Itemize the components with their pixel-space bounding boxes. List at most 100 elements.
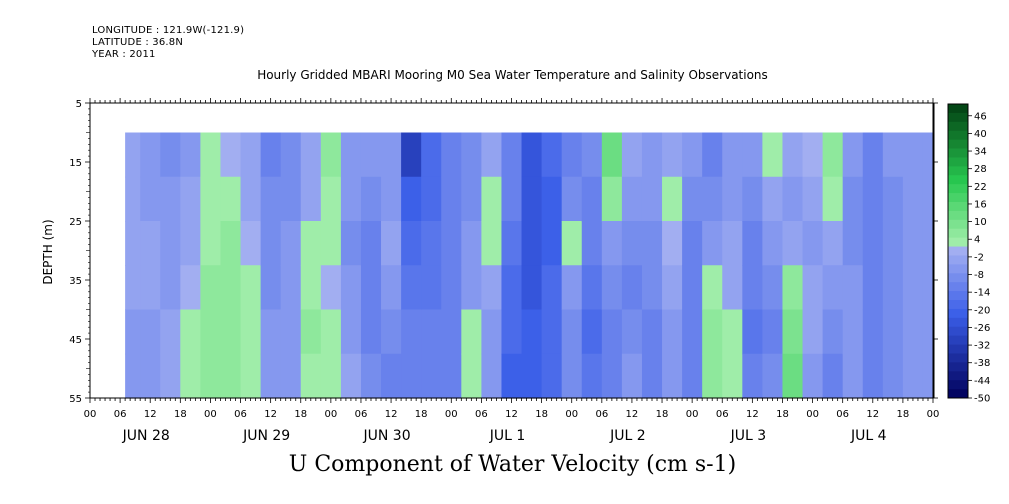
heatmap-cell	[662, 132, 683, 178]
heatmap-cell	[300, 132, 322, 178]
heatmap-cell	[340, 176, 362, 222]
heatmap-cell	[682, 309, 703, 355]
heatmap-cell	[381, 309, 402, 355]
heatmap-cell	[842, 221, 864, 266]
y-axis-label: DEPTH (m)	[41, 219, 55, 284]
heatmap-cell	[802, 265, 824, 311]
heatmap-cell	[220, 221, 242, 266]
heatmap-cell	[682, 132, 703, 178]
heatmap-cell	[561, 353, 583, 399]
heatmap-cell	[381, 176, 402, 222]
x-tick-label: 00	[84, 409, 97, 420]
heatmap-cell	[260, 265, 282, 311]
heatmap-cell	[280, 221, 302, 266]
heatmap-cell	[140, 265, 161, 311]
x-tick-label: 00	[686, 409, 699, 420]
heatmap-cell	[360, 132, 382, 178]
heatmap-cell	[581, 309, 603, 355]
x-tick-label: 06	[475, 409, 488, 420]
heatmap-cell	[441, 309, 462, 355]
heatmap-cell	[320, 353, 342, 399]
heatmap-cell	[125, 353, 141, 399]
heatmap-cell	[641, 353, 663, 399]
heatmap-cell	[601, 265, 623, 311]
x-tick-label: 12	[144, 409, 157, 420]
day-label: JUN 28	[122, 428, 170, 444]
heatmap-cell	[822, 176, 844, 222]
heatmap-cell	[441, 176, 462, 222]
colorbar-swatch	[948, 291, 968, 301]
colorbar-swatch	[948, 157, 968, 167]
x-tick-label: 12	[264, 409, 277, 420]
heatmap-cell	[902, 176, 924, 222]
colorbar-frame	[947, 103, 969, 399]
heatmap-cell	[842, 176, 864, 222]
heatmap-cell	[621, 309, 643, 355]
heatmap-cell	[822, 265, 844, 311]
colorbar-swatch	[948, 317, 968, 328]
colorbar-swatch	[948, 237, 968, 247]
heatmap-cell	[461, 221, 482, 266]
day-label: JUL 1	[489, 428, 526, 444]
heatmap-cell	[481, 265, 503, 311]
heatmap-cell	[581, 132, 603, 178]
heatmap-cell	[260, 309, 282, 355]
heatmap-cell	[641, 309, 663, 355]
colorbar-swatch	[948, 112, 968, 123]
colorbar-swatch	[948, 228, 968, 239]
heatmap-cell	[862, 265, 884, 311]
colorbar-label: 22	[974, 182, 987, 193]
heatmap-cell	[782, 132, 804, 178]
heatmap-cell	[682, 221, 703, 266]
heatmap-cell	[340, 221, 362, 266]
axes-layer: 00 06 12 18 00 06 12 18 00 06 12 18 00 06 12 18 00 06 12 18…	[69, 98, 939, 444]
colorbar-label: 10	[974, 217, 987, 228]
colorbar-swatch	[948, 380, 968, 390]
heatmap-cell	[742, 265, 763, 311]
chart-title: Hourly Gridded MBARI Mooring M0 Sea Wate…	[257, 68, 768, 82]
heatmap-cell	[902, 221, 924, 266]
heatmap-cell	[125, 221, 141, 266]
heatmap-cell	[240, 132, 262, 178]
heatmap-cell	[481, 309, 503, 355]
x-tick-label: 18	[415, 409, 428, 420]
y-tick-label: 25	[69, 217, 82, 228]
heatmap-cell	[300, 309, 322, 355]
heatmap-cell	[401, 309, 422, 355]
colorbar-label: -20	[974, 305, 990, 316]
heatmap-cell	[381, 132, 402, 178]
heatmap-cell	[882, 221, 904, 266]
colorbar-swatch	[948, 344, 968, 354]
heatmap-cell	[421, 132, 442, 178]
x-tick-label: 06	[114, 409, 127, 420]
heatmap-cell	[922, 353, 934, 399]
colorbar-swatch	[948, 210, 968, 221]
heatmap-cell	[200, 221, 222, 266]
heatmap-cell	[902, 132, 924, 178]
heatmap-cell	[200, 132, 222, 178]
heatmap-cell	[541, 265, 563, 311]
heatmap-cell	[160, 353, 181, 399]
heatmap-cell	[902, 265, 924, 311]
heatmap-cell	[521, 309, 543, 355]
y-tick-label: 35	[69, 276, 82, 287]
colorbar: 46 40 34 28 22 16 10 4 -2 -8 -14 -20 -26 -32 -38 -44 -50	[947, 103, 990, 405]
heatmap-cell	[802, 309, 824, 355]
heatmap-cell	[802, 176, 824, 222]
heatmap-cell	[125, 176, 141, 222]
heatmap-cell	[922, 309, 934, 355]
heatmap-cell	[140, 309, 161, 355]
heatmap-cell	[220, 176, 242, 222]
heatmap-cell	[722, 176, 743, 222]
heatmap-cell	[561, 309, 583, 355]
colorbar-label: 28	[974, 164, 987, 175]
colorbar-swatch	[948, 104, 968, 114]
heatmap-cell	[180, 353, 201, 399]
heatmap-cell	[320, 265, 342, 311]
heatmap-cell	[200, 176, 222, 222]
colorbar-swatch	[948, 139, 968, 149]
heatmap-cell	[601, 221, 623, 266]
heatmap-cell	[822, 221, 844, 266]
heatmap-cell	[822, 309, 844, 355]
heatmap-cell	[621, 176, 643, 222]
